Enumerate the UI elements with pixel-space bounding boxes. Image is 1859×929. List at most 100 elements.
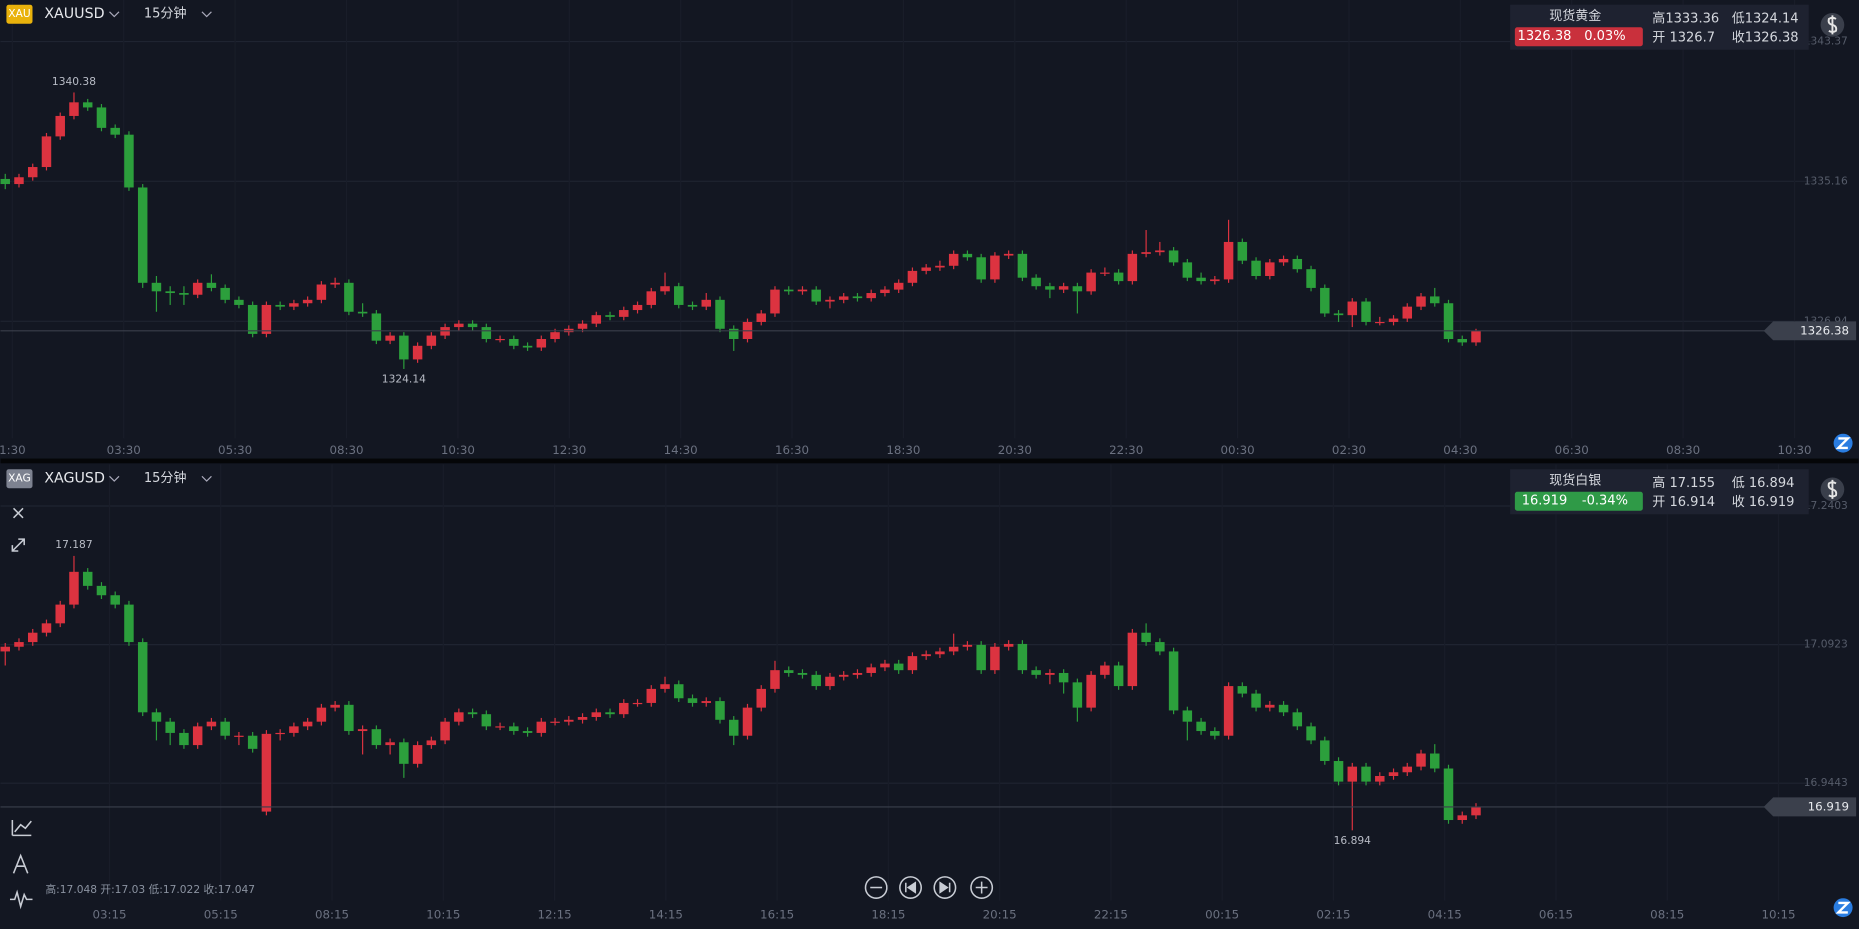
- candle-body: [1251, 260, 1261, 276]
- badge-text: XAG: [8, 472, 31, 485]
- candle-body: [1443, 303, 1454, 339]
- candle-body: [852, 672, 863, 675]
- candle-body: [275, 732, 285, 735]
- candle-body: [797, 672, 808, 675]
- x-tick-label: 08:30: [1666, 443, 1700, 457]
- high-annotation: 17.187: [55, 538, 92, 551]
- expand-button[interactable]: [11, 538, 25, 552]
- symbol[interactable]: XAGUSD: [44, 471, 105, 487]
- dollar-icon[interactable]: [1820, 477, 1845, 502]
- candle-body: [536, 338, 547, 348]
- candle-body: [41, 136, 52, 168]
- x-tick-label: 14:15: [649, 907, 683, 921]
- wave-button[interactable]: [9, 889, 33, 910]
- x-tick-label: 06:30: [1555, 443, 1589, 457]
- candle-body: [1237, 686, 1248, 694]
- candle-body: [591, 315, 602, 324]
- candle-body: [1265, 704, 1275, 708]
- candle-body: [69, 102, 79, 116]
- panel-separator: [0, 458, 1859, 464]
- candle-body: [797, 289, 808, 292]
- x-tick-label: 08:30: [329, 443, 363, 457]
- candle-body: [605, 712, 615, 715]
- candle-body: [990, 255, 1000, 280]
- last-price-label: 16.919: [1808, 799, 1849, 813]
- dropdown-caret[interactable]: [201, 475, 212, 482]
- candle-body: [756, 688, 766, 708]
- dropdown-caret[interactable]: [109, 475, 120, 482]
- close-button[interactable]: [12, 507, 24, 519]
- y-tick-label: 17.0923: [1804, 638, 1848, 651]
- candle-body: [110, 595, 120, 605]
- scroll-end-button[interactable]: [933, 876, 957, 899]
- zoom-in-button[interactable]: [970, 876, 994, 899]
- candle-body: [1416, 753, 1426, 767]
- info-name: 现货黄金: [1549, 8, 1601, 24]
- candle-body: [907, 656, 918, 671]
- candle-body: [522, 345, 533, 348]
- candle-body: [838, 674, 849, 677]
- candle-body: [948, 253, 959, 266]
- candle-body: [619, 702, 629, 715]
- low-annotation: 1324.14: [382, 373, 426, 386]
- candle-body: [962, 644, 973, 647]
- candle-body: [440, 721, 450, 741]
- x-tick-label: 06:15: [1539, 907, 1573, 921]
- indicator-button[interactable]: [11, 819, 32, 837]
- candle-body: [1347, 301, 1358, 316]
- dropdown-caret[interactable]: [109, 11, 120, 18]
- x-tick-label: 04:30: [1443, 443, 1477, 457]
- symbol[interactable]: XAUUSD: [44, 6, 104, 22]
- candle-body: [742, 707, 753, 736]
- candle-body: [1457, 338, 1467, 343]
- candle-body: [412, 345, 423, 360]
- high-annotation: 1340.38: [52, 75, 96, 88]
- candle-body: [962, 253, 973, 258]
- candle-body: [838, 296, 849, 300]
- candle-body: [330, 282, 340, 285]
- candle-body: [220, 721, 230, 736]
- candle-body: [467, 323, 478, 328]
- dropdown-caret[interactable]: [201, 11, 212, 18]
- info-change: -0.34%: [1582, 494, 1628, 509]
- candle-body: [1402, 766, 1413, 773]
- interval[interactable]: 15分钟: [144, 6, 187, 22]
- y-tick-label: 1343.37: [1804, 35, 1848, 48]
- candle-body: [783, 289, 794, 292]
- dollar-icon[interactable]: [1820, 13, 1845, 37]
- zoom-out-button[interactable]: [864, 876, 888, 899]
- candle-body: [674, 684, 684, 699]
- scroll-start-button[interactable]: [899, 876, 922, 899]
- candle-body: [577, 323, 588, 329]
- candle-body: [302, 299, 313, 304]
- candle-body: [522, 731, 533, 733]
- candle-body: [935, 265, 945, 268]
- candle-body: [509, 726, 519, 732]
- candle-body: [192, 726, 203, 746]
- candle-body: [289, 303, 299, 307]
- x-tick-label: 10:15: [1761, 907, 1795, 921]
- draw-button[interactable]: [12, 853, 29, 874]
- candle-body: [82, 102, 93, 108]
- candle-body: [1141, 632, 1151, 643]
- info-open: 开 16.914: [1652, 495, 1715, 510]
- candle-body: [1003, 253, 1014, 256]
- candle-body: [1265, 262, 1275, 276]
- candle-body: [687, 698, 698, 703]
- interval[interactable]: 15分钟: [144, 470, 187, 486]
- candle-body: [1113, 272, 1124, 282]
- candle-body: [357, 311, 368, 314]
- candle-body: [1388, 772, 1399, 776]
- badge-text: XAU: [8, 7, 30, 20]
- candle-body: [729, 328, 739, 339]
- candle-body: [770, 670, 780, 689]
- candle-body: [1210, 731, 1220, 736]
- candle-body: [344, 282, 354, 312]
- candle-body: [1361, 301, 1371, 322]
- candle-body: [866, 293, 876, 299]
- x-tick-label: 00:15: [1205, 907, 1239, 921]
- candle-body: [1196, 277, 1206, 282]
- candle-body: [1333, 761, 1344, 782]
